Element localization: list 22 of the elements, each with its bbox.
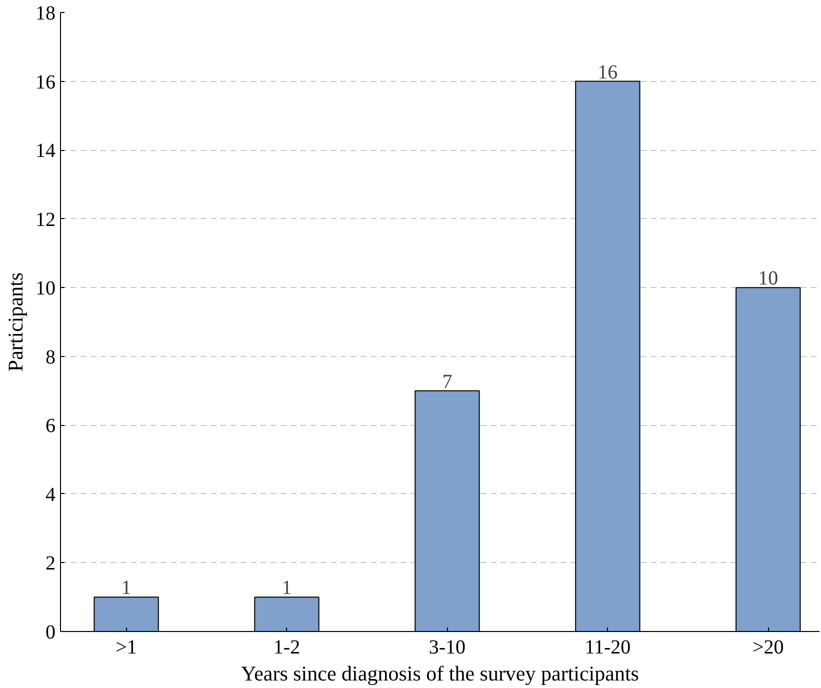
y-tick-label: 10 xyxy=(36,278,56,300)
y-tick-label: 6 xyxy=(46,415,56,438)
data-label: 1 xyxy=(282,577,292,600)
y-tick-label: 4 xyxy=(46,484,56,506)
x-tick-label: >20 xyxy=(752,636,784,658)
y-tick-label: 0 xyxy=(46,622,56,644)
y-tick-label: 16 xyxy=(36,71,56,94)
y-axis-title: Participants xyxy=(4,272,28,372)
x-axis-title: Years since diagnosis of the survey participants xyxy=(241,662,639,686)
x-tick-label: 11-20 xyxy=(584,636,631,658)
y-tick-label: 12 xyxy=(36,208,56,231)
x-tick-label: >1 xyxy=(116,636,137,658)
data-label: 1 xyxy=(121,577,132,600)
x-tick-label: 1-2 xyxy=(273,636,300,658)
y-tick-label: 14 xyxy=(36,140,56,162)
y-tick-label: 8 xyxy=(46,346,56,368)
data-label: 16 xyxy=(598,61,618,84)
y-tick-label: 18 xyxy=(36,2,56,24)
data-label: 10 xyxy=(758,268,778,290)
x-tick-label: 3-10 xyxy=(428,636,466,658)
y-tick-label: 2 xyxy=(46,552,56,575)
data-label: 7 xyxy=(442,370,452,393)
